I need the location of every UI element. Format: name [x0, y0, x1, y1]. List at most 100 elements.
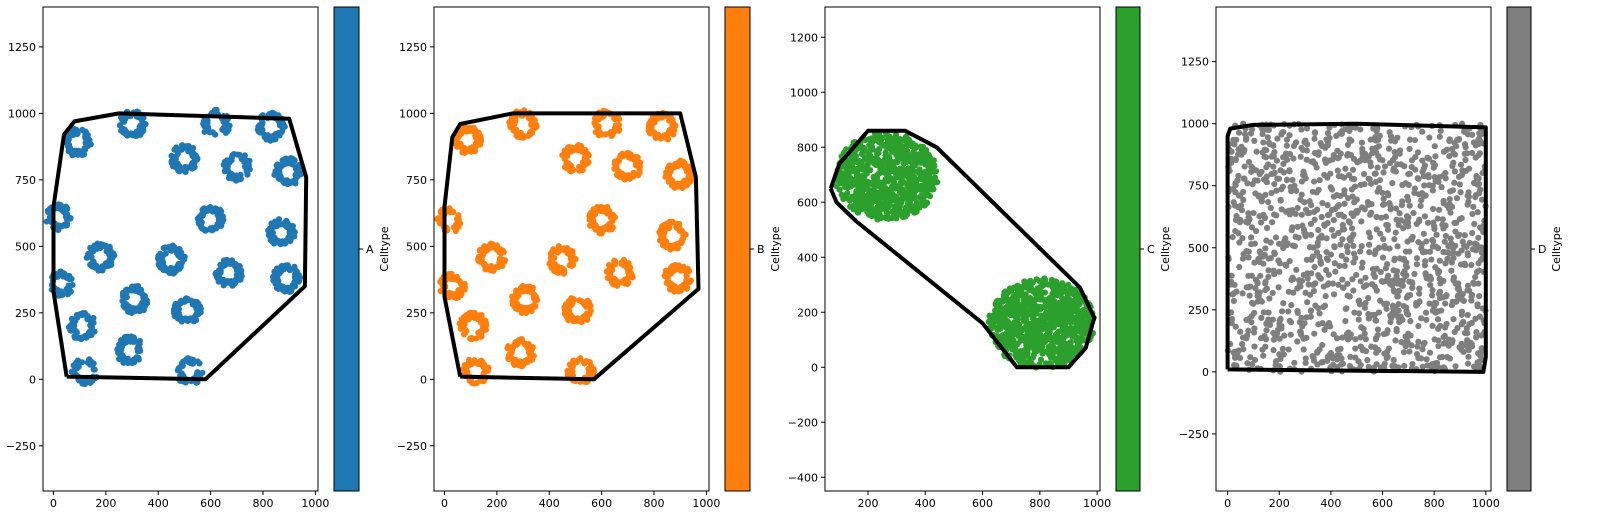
scatter-point	[1464, 201, 1471, 208]
scatter-point	[139, 291, 146, 298]
scatter-point	[229, 171, 236, 178]
y-tick-label: −400	[788, 471, 818, 484]
scatter-point	[234, 267, 241, 275]
scatter-point	[290, 230, 297, 237]
scatter-point	[884, 210, 891, 217]
scatter-point	[1056, 282, 1063, 289]
scatter-point	[1471, 220, 1478, 227]
scatter-point	[1440, 197, 1447, 205]
scatter-point	[279, 176, 286, 184]
scatter-point	[869, 199, 876, 206]
scatter-point	[658, 227, 666, 234]
scatter-point	[195, 219, 202, 226]
y-tick-label: −200	[788, 416, 818, 429]
scatter-point	[1436, 257, 1443, 264]
scatter-point	[667, 285, 674, 293]
scatter-point	[526, 351, 534, 358]
scatter-point	[217, 208, 225, 215]
y-tick-label: −250	[6, 440, 36, 453]
scatter-point	[622, 276, 629, 283]
scatter-point	[43, 218, 50, 225]
scatter-point	[172, 300, 179, 308]
scatter-point	[477, 139, 484, 146]
colorbar	[333, 6, 360, 492]
scatter-point	[468, 379, 476, 387]
y-tick-label: 500	[15, 240, 36, 253]
scatter-point	[226, 279, 233, 286]
scatter-point	[1024, 294, 1032, 302]
scatter-point	[551, 261, 559, 268]
scatter-point	[1024, 342, 1031, 350]
scatter-point	[1348, 225, 1356, 232]
scatter-point	[1448, 267, 1455, 274]
scatter-point	[1341, 262, 1348, 270]
colorbar-tick-label: C	[1147, 243, 1155, 256]
scatter-point	[667, 129, 674, 136]
scatter-point	[1426, 182, 1433, 189]
scatter-point	[87, 358, 95, 365]
scatter-point	[559, 246, 566, 253]
scatter-point	[271, 277, 278, 285]
scatter-point	[616, 155, 623, 162]
scatter-point	[72, 328, 79, 335]
scatter-point	[1358, 139, 1365, 146]
scatter-point	[510, 360, 517, 367]
scatter-point	[1426, 349, 1434, 356]
x-tick-label: 1000	[692, 497, 720, 510]
scatter-point	[1247, 354, 1254, 361]
scatter-point	[846, 180, 853, 187]
scatter-point	[501, 257, 508, 265]
x-tick-label: 600	[972, 497, 993, 510]
scatter-point	[1362, 274, 1369, 281]
scatter-point	[1001, 333, 1009, 340]
scatter-point	[86, 139, 93, 146]
axes-frame	[42, 6, 319, 492]
scatter-point	[234, 151, 241, 158]
scatter-point	[1437, 127, 1444, 134]
scatter-point	[1073, 321, 1081, 328]
scatter-point	[160, 244, 167, 252]
scatter-point	[882, 175, 889, 183]
y-tick-label: 1000	[399, 107, 427, 120]
scatter-point	[896, 198, 903, 205]
scatter-point	[925, 173, 932, 180]
scatter-point	[1381, 163, 1389, 170]
scatter-point	[1290, 142, 1298, 150]
scatter-point	[131, 338, 138, 345]
scatter-point	[130, 356, 137, 363]
scatter-point	[96, 243, 103, 250]
scatter-point	[88, 247, 95, 254]
scatter-point	[565, 247, 572, 254]
scatter-point	[78, 359, 86, 366]
scatter-point	[220, 257, 228, 264]
scatter-point	[1411, 270, 1418, 278]
panel-c: 200 400 600 800 1000−400−2000200400600800100…	[788, 6, 1172, 510]
scatter-point	[217, 261, 224, 268]
scatter-point	[1007, 312, 1014, 319]
x-tick-label: 1000	[301, 497, 329, 510]
scatter-point	[477, 133, 484, 140]
scatter-point	[198, 211, 205, 218]
scatter-point	[1469, 229, 1476, 237]
scatter-point	[608, 279, 615, 286]
scatter-point	[497, 246, 504, 253]
scatter-point	[1341, 200, 1348, 207]
panels: 0 200 400 600 800 1000−250025050075010001250A…	[6, 6, 1563, 510]
scatter-point	[1058, 289, 1065, 296]
scatter-point	[598, 205, 605, 212]
scatter-point	[1407, 318, 1414, 325]
scatter-point	[457, 325, 464, 332]
scatter-point	[77, 310, 84, 318]
scatter-point	[511, 127, 518, 134]
scatter-point	[908, 178, 915, 185]
scatter-point	[674, 245, 681, 252]
colorbar-label: Celltype	[1159, 226, 1172, 271]
scatter-point	[1076, 338, 1084, 345]
scatter-point	[1365, 229, 1372, 236]
scatter-point	[66, 272, 73, 280]
scatter-point	[564, 152, 571, 160]
scatter-point	[1300, 271, 1307, 279]
scatter-point	[1392, 229, 1399, 236]
scatter-point	[839, 173, 846, 180]
